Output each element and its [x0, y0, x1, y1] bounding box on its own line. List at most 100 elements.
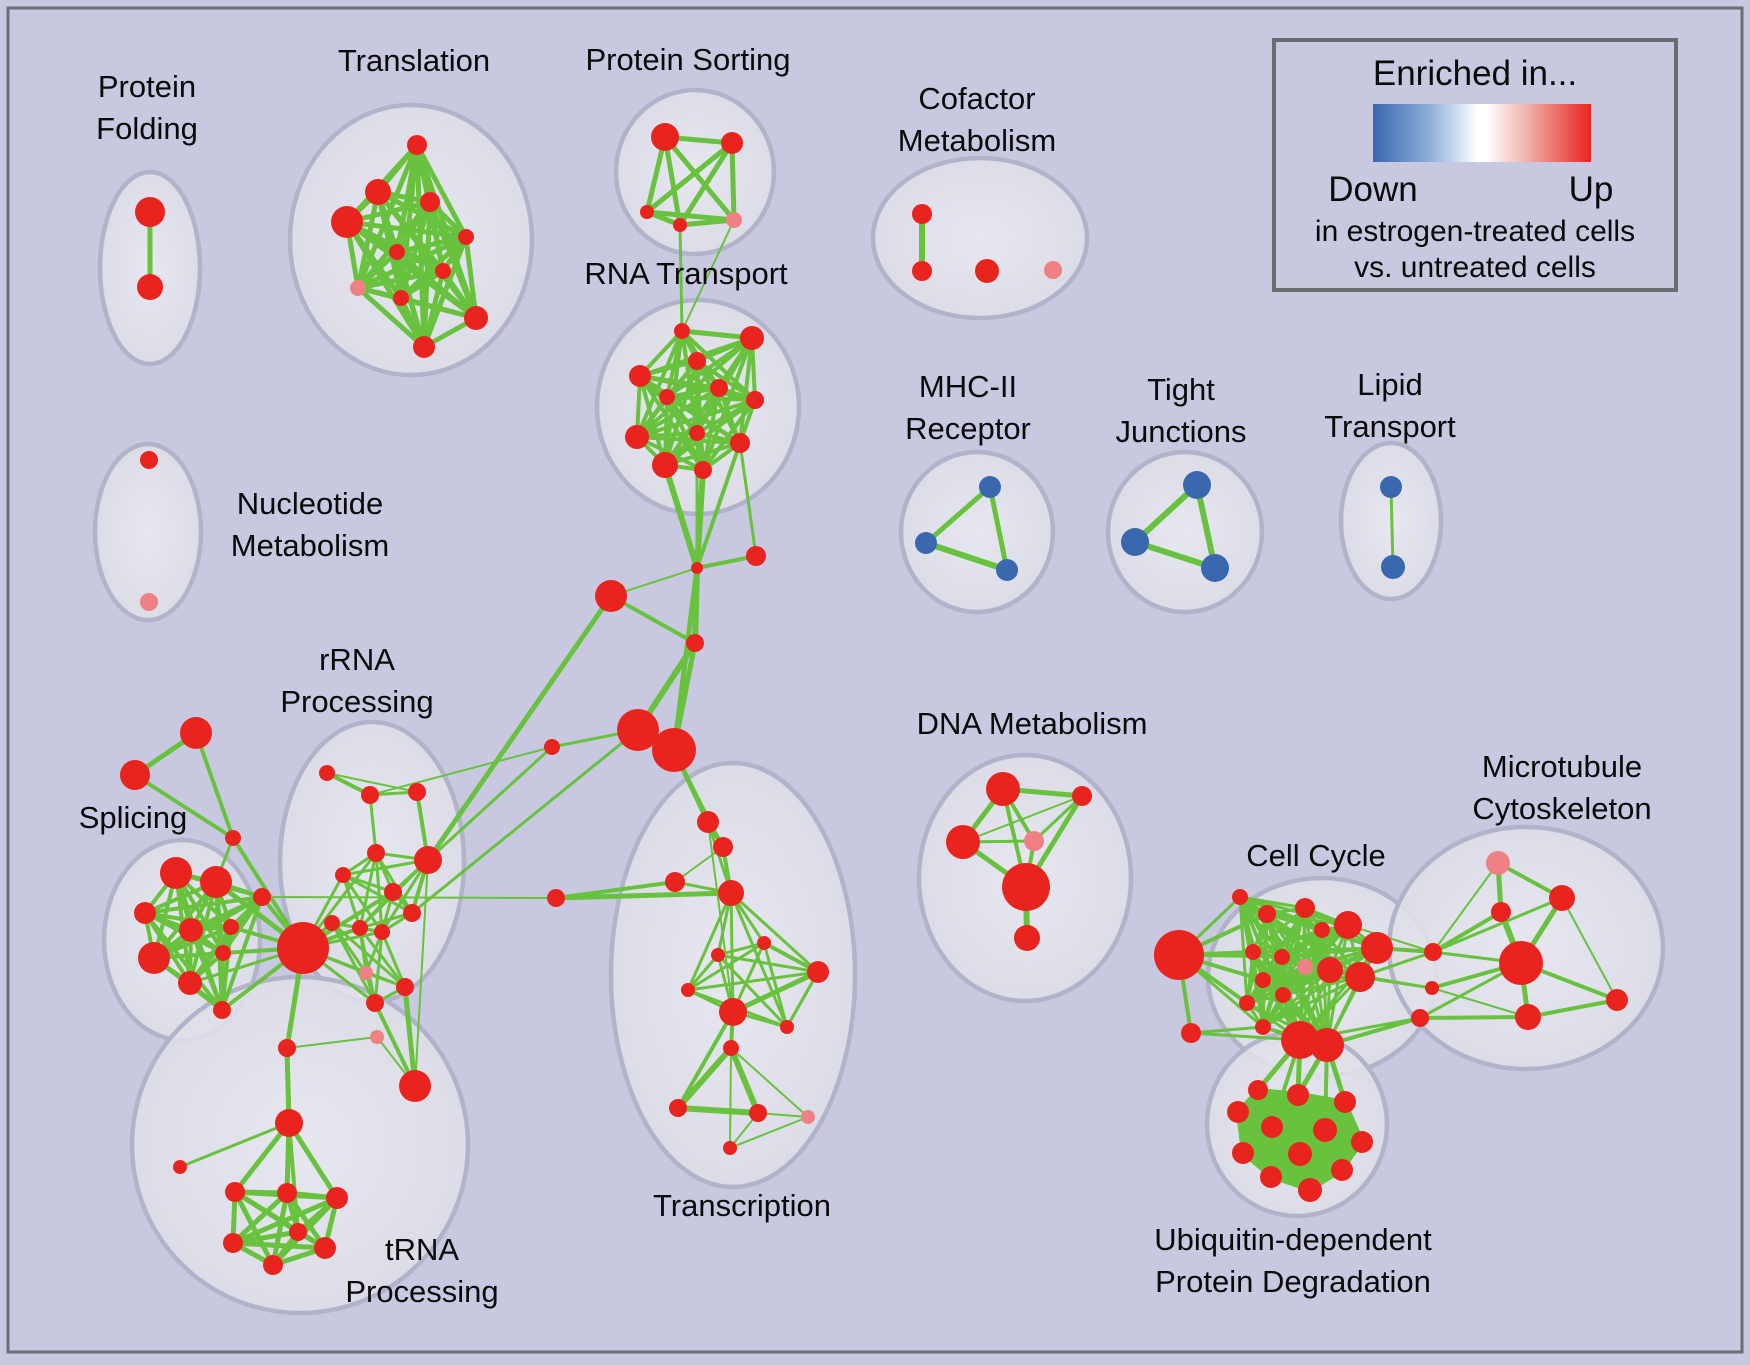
gene-set-node — [780, 1020, 794, 1034]
gene-set-node — [350, 280, 366, 296]
edge — [426, 745, 554, 862]
gene-set-node — [403, 904, 421, 922]
edge — [1238, 895, 1249, 1005]
edge — [341, 873, 414, 915]
edge — [686, 970, 820, 992]
gene-set-node — [629, 365, 651, 387]
edge — [701, 386, 721, 472]
group-label-dna-metabolism: DNA Metabolism — [917, 706, 1148, 741]
gene-set-node — [263, 1255, 283, 1275]
gene-set-node — [915, 532, 937, 554]
gene-set-node — [801, 1110, 815, 1124]
edge — [635, 329, 684, 439]
edge — [663, 441, 742, 467]
edge — [270, 1190, 290, 1268]
edge — [678, 223, 684, 333]
gene-set-node — [986, 772, 1020, 806]
gene-set-node — [200, 866, 232, 898]
gene-set-node — [681, 983, 695, 997]
gene-set-node — [225, 1182, 245, 1202]
gene-set-node — [396, 978, 414, 996]
edge — [635, 398, 757, 439]
gene-set-node — [694, 461, 712, 479]
edge — [355, 249, 400, 291]
edge — [1261, 975, 1362, 982]
edge — [686, 953, 720, 992]
gene-set-node — [138, 942, 170, 974]
gene-set-node — [1288, 1142, 1312, 1166]
edge — [677, 140, 735, 228]
gene-set-node — [723, 1141, 737, 1155]
edge — [1347, 924, 1434, 953]
edge — [344, 219, 469, 240]
edge — [358, 851, 378, 930]
gene-set-node — [1606, 989, 1628, 1011]
gene-set-node — [730, 433, 750, 453]
gene-set-node — [367, 844, 385, 862]
gene-set-node — [723, 1040, 739, 1056]
edge — [1236, 1100, 1347, 1114]
gene-set-node — [173, 1160, 187, 1174]
edge — [143, 895, 264, 915]
edge — [686, 941, 766, 992]
edge — [358, 926, 407, 989]
edge — [373, 930, 384, 1005]
edge — [152, 895, 264, 960]
edge — [1269, 1168, 1344, 1179]
edge — [380, 930, 407, 989]
edge — [143, 911, 224, 1012]
edge — [230, 1240, 328, 1251]
edge — [261, 896, 557, 899]
edge — [1132, 482, 1200, 545]
edge — [355, 268, 446, 291]
gene-set-node — [1014, 925, 1040, 951]
gene-set-node — [651, 123, 679, 151]
edge — [729, 140, 737, 223]
gene-set-node — [1424, 943, 1442, 961]
gene-set-node — [1072, 786, 1092, 806]
edge — [326, 772, 418, 793]
group-label-transcription: Transcription — [653, 1188, 831, 1223]
legend-down-label: Down — [1328, 170, 1418, 209]
edge — [716, 953, 820, 974]
gene-set-node — [757, 936, 771, 950]
gene-set-node — [713, 837, 733, 857]
gene-set-node — [1310, 1028, 1344, 1062]
edge — [729, 1116, 809, 1149]
edge — [133, 773, 235, 840]
gene-set-node — [1295, 898, 1315, 918]
edge — [987, 484, 1010, 573]
legend-subtitle-line1: in estrogen-treated cells — [1314, 215, 1636, 248]
gene-set-node — [912, 261, 932, 281]
gene-set-node — [996, 559, 1018, 581]
edge — [675, 1045, 734, 1111]
legend-title: Enriched in... — [1372, 54, 1578, 93]
edge — [729, 891, 820, 974]
edge — [1561, 897, 1618, 1001]
edge — [695, 441, 742, 570]
gene-set-node — [1345, 962, 1375, 992]
edge — [728, 1045, 761, 1116]
edge — [330, 921, 377, 1005]
edge — [962, 795, 1083, 843]
gene-set-node — [140, 593, 158, 611]
gene-set-node — [617, 709, 659, 751]
gene-set-node — [710, 379, 728, 397]
gene-set-node — [1361, 932, 1393, 964]
gene-set-node — [688, 352, 706, 370]
gene-set-node — [225, 830, 241, 846]
gene-set-node — [673, 218, 687, 232]
edge — [286, 1036, 378, 1049]
gene-set-node — [359, 966, 373, 980]
gene-set-node — [1297, 959, 1313, 975]
gene-set-node — [420, 192, 440, 212]
gene-set-node — [361, 786, 379, 804]
gene-set-node — [370, 1030, 384, 1044]
gene-set-node — [669, 1099, 687, 1117]
legend-box: Enriched in... Down Up in estrogen-treat… — [1272, 38, 1678, 292]
group-label-protein-sorting: Protein Sorting — [585, 42, 790, 77]
legend-subtitle-line2: vs. untreated cells — [1354, 251, 1596, 284]
edge — [1251, 906, 1307, 954]
gene-set-node — [331, 206, 363, 238]
group-label-splicing: Splicing — [79, 800, 188, 835]
